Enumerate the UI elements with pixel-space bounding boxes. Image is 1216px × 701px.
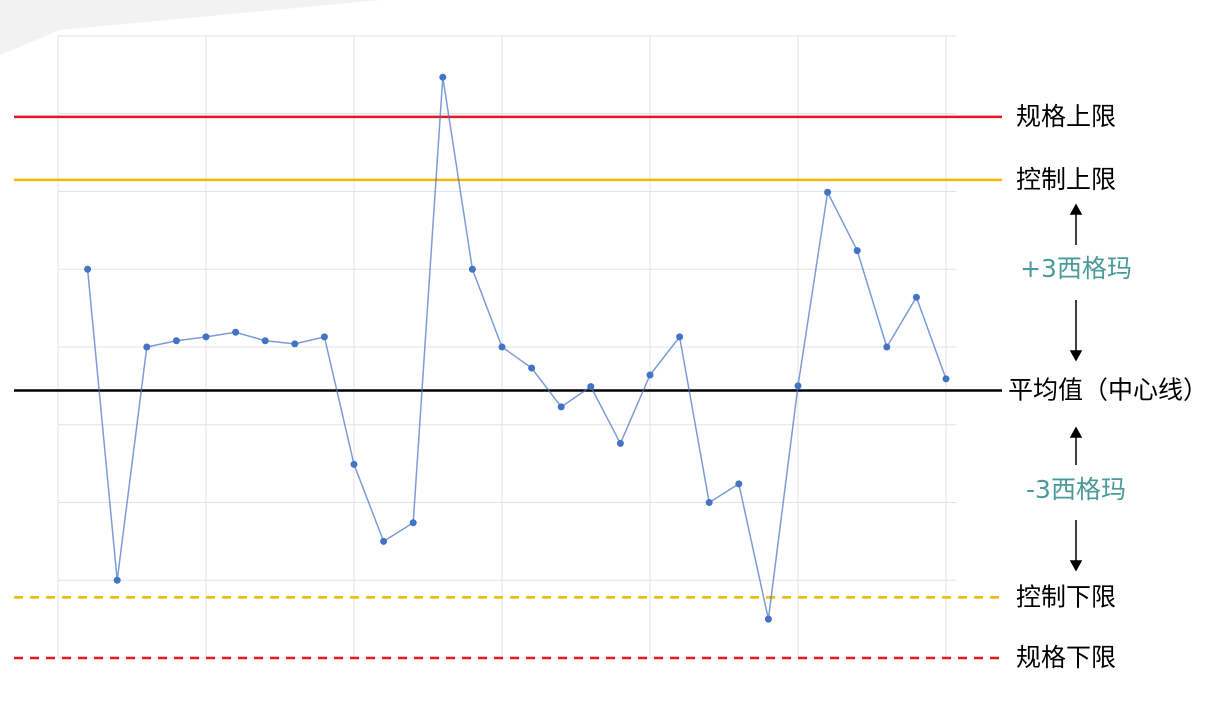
arrow-head bbox=[1069, 560, 1083, 572]
data-point bbox=[84, 265, 92, 273]
series-line bbox=[86, 77, 947, 620]
data-point bbox=[587, 383, 595, 391]
arrow-head bbox=[1069, 203, 1083, 215]
reference-label: 平均值（中心线） bbox=[1008, 376, 1208, 405]
data-point bbox=[143, 343, 151, 351]
data-point bbox=[705, 499, 713, 506]
data-point bbox=[853, 247, 861, 255]
data-point bbox=[113, 576, 121, 584]
decor bbox=[0, 0, 380, 55]
data-point bbox=[409, 519, 417, 527]
data-point bbox=[912, 293, 920, 301]
data-point bbox=[172, 337, 180, 345]
data-point bbox=[350, 460, 358, 468]
data-point bbox=[232, 328, 240, 336]
reference-label: 规格下限 bbox=[1016, 643, 1116, 672]
data-point bbox=[557, 403, 565, 411]
data-point bbox=[942, 375, 950, 383]
data-point bbox=[468, 265, 476, 273]
data-point bbox=[794, 382, 802, 390]
data-point bbox=[380, 537, 388, 545]
annotation: -3西格玛 bbox=[1026, 475, 1126, 504]
data-point bbox=[320, 333, 328, 341]
data-point bbox=[202, 333, 210, 341]
data-point bbox=[824, 188, 832, 196]
arrow-head bbox=[1069, 350, 1083, 362]
data-point bbox=[883, 343, 891, 351]
data-point bbox=[646, 371, 654, 379]
data-point bbox=[616, 439, 624, 447]
annotation: +3西格玛 bbox=[1020, 254, 1132, 283]
arrows bbox=[1069, 203, 1083, 572]
data-point bbox=[291, 340, 299, 348]
data-point bbox=[528, 364, 536, 372]
reference-label: 控制上限 bbox=[1016, 165, 1116, 194]
data-point bbox=[676, 333, 684, 341]
data-point bbox=[439, 73, 447, 81]
data-point bbox=[498, 343, 506, 351]
data-point bbox=[735, 480, 743, 488]
reference-label: 规格上限 bbox=[1016, 102, 1116, 131]
arrow-head bbox=[1069, 426, 1083, 438]
data-point bbox=[261, 337, 269, 345]
data-point bbox=[764, 615, 772, 623]
reference-label: 控制下限 bbox=[1016, 582, 1116, 611]
